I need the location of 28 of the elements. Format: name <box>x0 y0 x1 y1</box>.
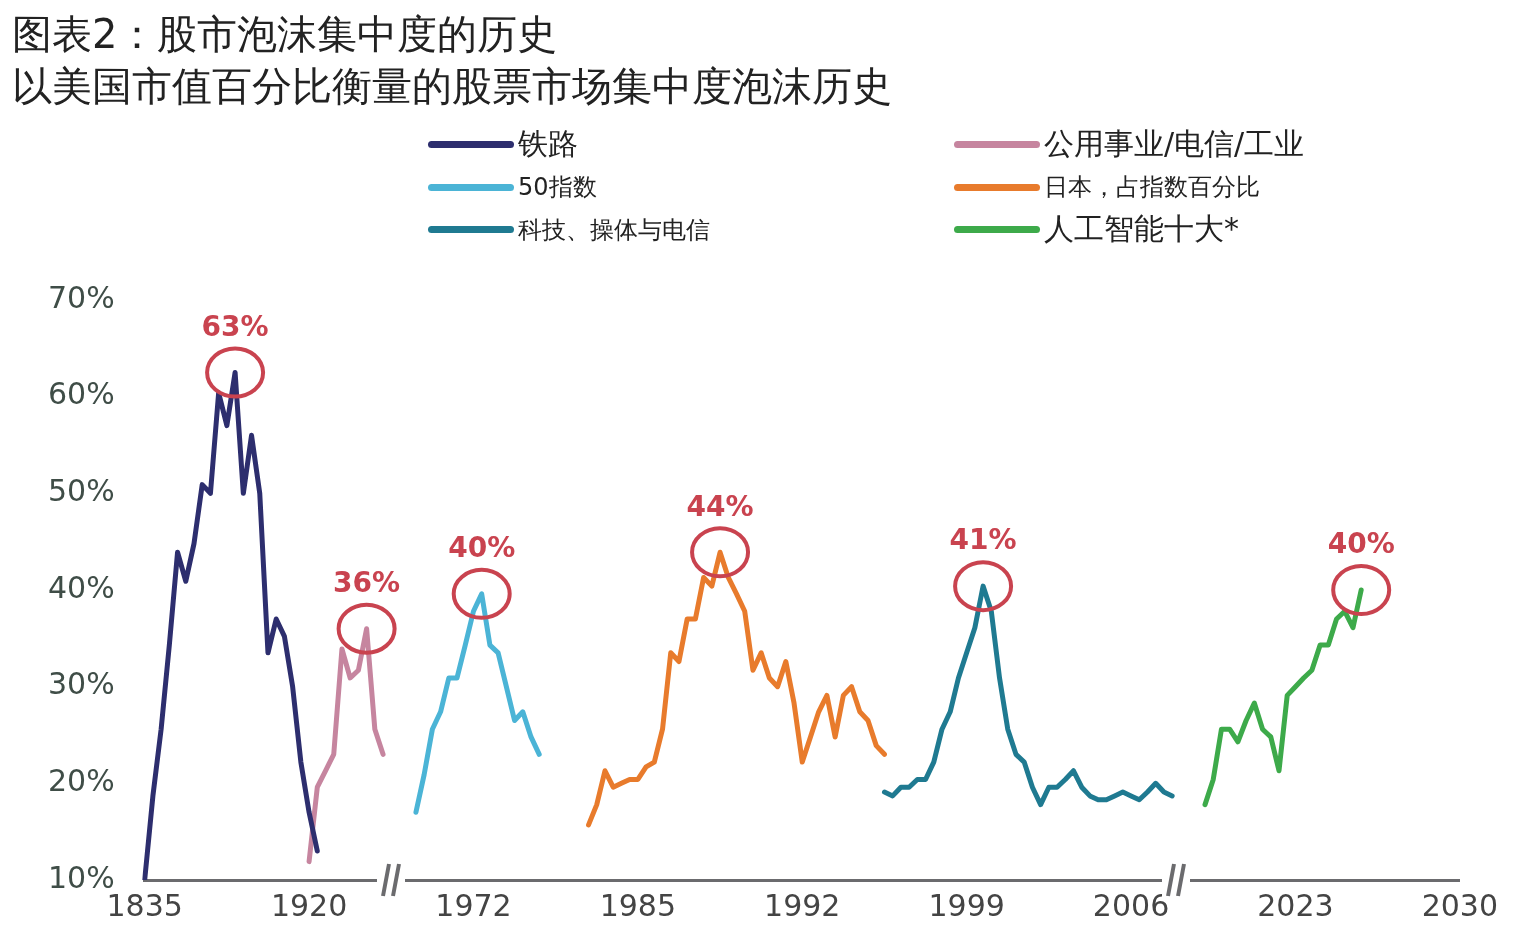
y-tick-label: 70% <box>47 279 115 315</box>
legend-label: 50指数 <box>518 172 597 203</box>
chart-title: 图表2：股市泡沫集中度的历史 <box>12 10 559 59</box>
annotation: 41% <box>949 523 1017 557</box>
annotation: 36% <box>333 565 401 599</box>
y-tick-label: 50% <box>47 473 115 509</box>
legend-label: 人工智能十大* <box>1043 210 1239 248</box>
legend-label: 日本，占指数百分比 <box>1043 172 1260 203</box>
x-tick-label: 1985 <box>599 887 677 923</box>
chart-subtitle: 以美国市值百分比衡量的股票市场集中度泡沫历史 <box>12 62 893 111</box>
legend-label: 铁路 <box>518 125 578 163</box>
x-tick-label: 2030 <box>1421 887 1499 923</box>
x-tick-label: 1992 <box>764 887 841 923</box>
legend-label: 科技、操体与电信 <box>518 214 710 246</box>
annotation: 40% <box>448 531 516 565</box>
x-tick-label: 2023 <box>1257 887 1334 923</box>
y-tick-label: 30% <box>47 666 115 702</box>
y-tick-label: 20% <box>47 763 115 799</box>
x-tick-label: 1972 <box>435 887 512 923</box>
y-tick-label: 60% <box>47 376 115 412</box>
x-tick-label: 2006 <box>1092 887 1170 923</box>
legend-label: 公用事业/电信/工业 <box>1043 125 1305 163</box>
annotation: 44% <box>686 489 754 523</box>
annotation: 63% <box>201 309 269 343</box>
x-tick-label: 1920 <box>270 887 348 923</box>
y-tick-label: 40% <box>47 569 115 605</box>
x-tick-label: 1999 <box>928 887 1005 923</box>
annotation: 40% <box>1327 527 1395 561</box>
